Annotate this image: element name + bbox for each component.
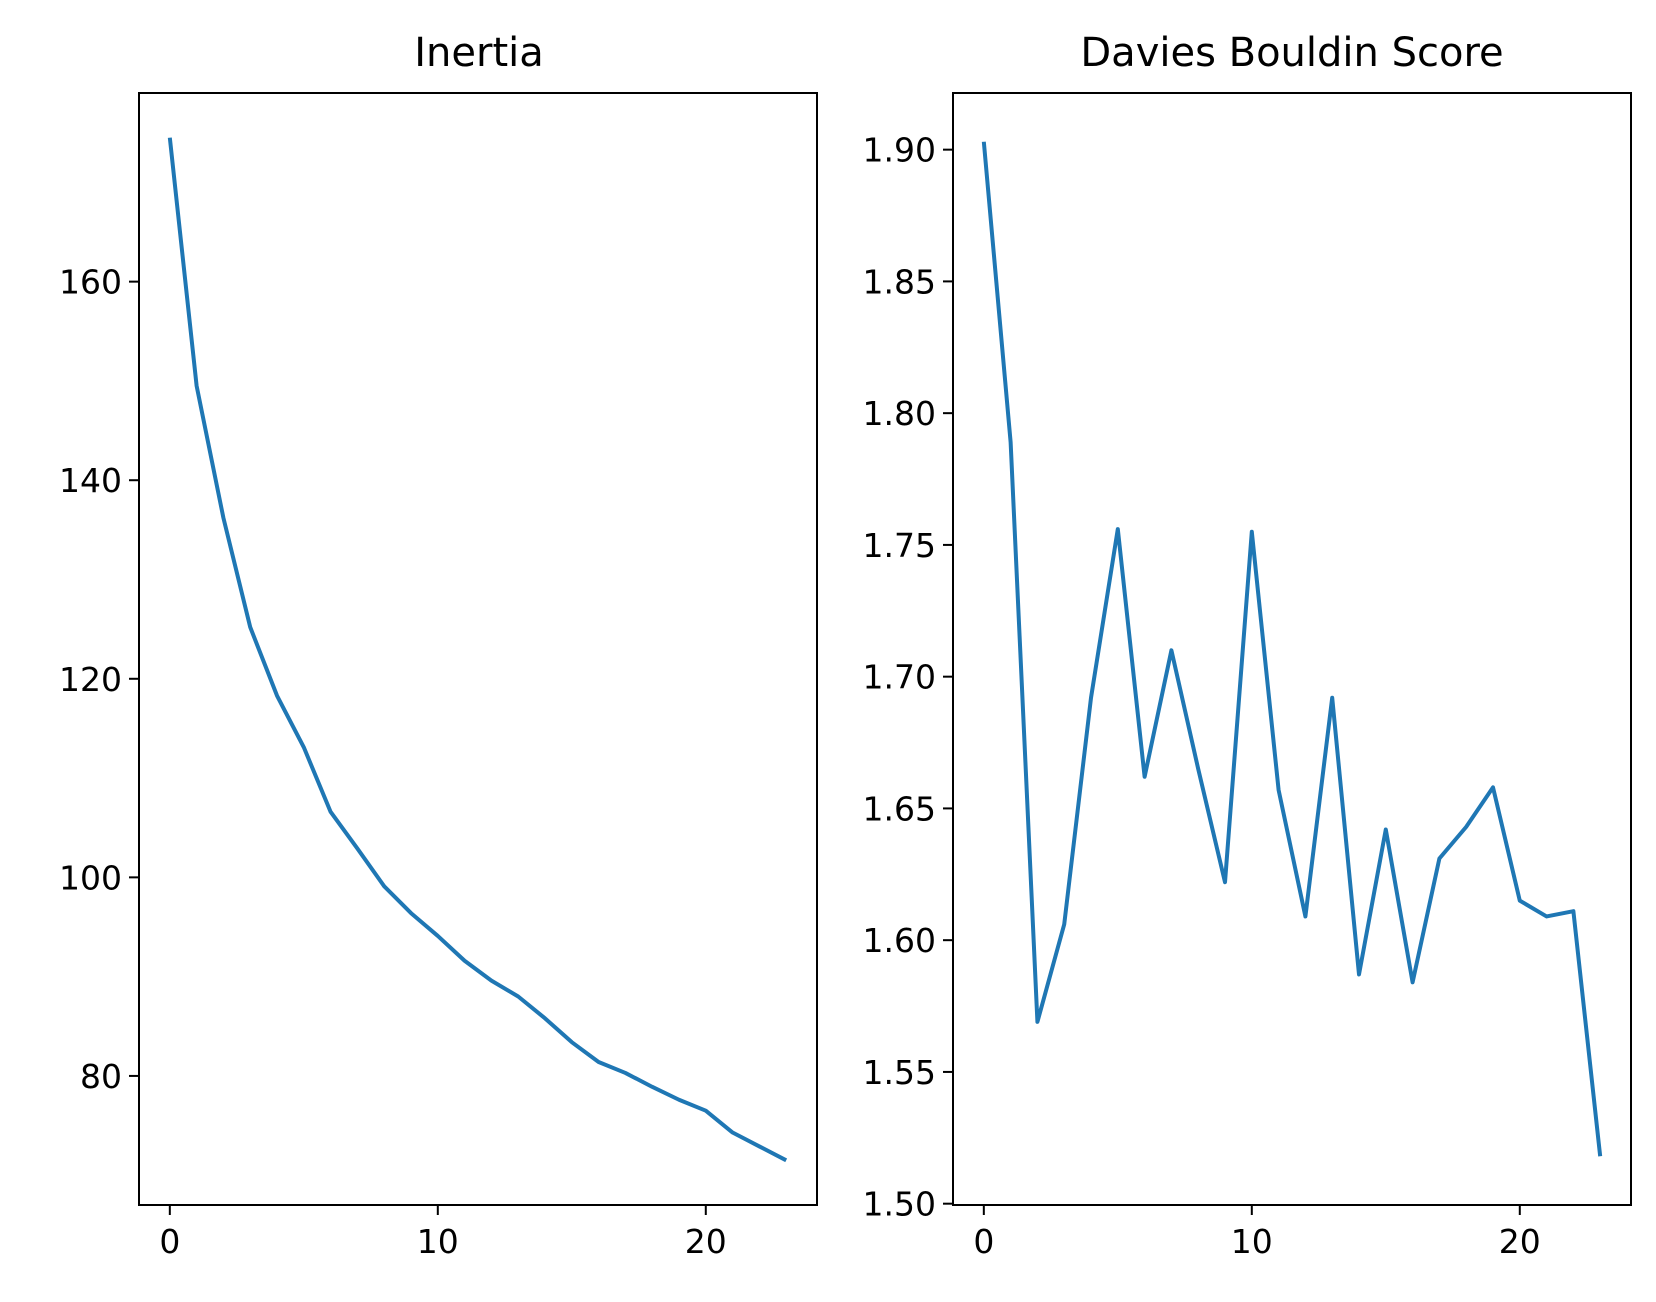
inertia-x-tick-label: 20: [685, 1222, 727, 1261]
davies-bouldin-y-tick-label: 1.75: [863, 526, 936, 565]
inertia-series-line: [167, 137, 788, 1163]
inertia-axes-frame: [138, 92, 818, 1206]
davies-bouldin-series-line: [981, 141, 1603, 1157]
inertia-y-tick-label: 100: [59, 858, 122, 897]
davies-bouldin-y-tick-label: 1.85: [863, 262, 936, 301]
inertia-chart-title: Inertia: [414, 30, 544, 76]
davies-bouldin-chart-title: Davies Bouldin Score: [1080, 30, 1503, 76]
davies-bouldin-panel: Davies Bouldin Score 0 10 20 1.50 1.55 1.60 1.…: [863, 30, 1632, 1261]
davies-bouldin-y-tick-label: 1.70: [863, 658, 936, 697]
davies-bouldin-y-tick-label: 1.90: [863, 131, 936, 170]
davies-bouldin-y-tick-label: 1.60: [863, 921, 936, 960]
inertia-x-tick-label: 10: [417, 1222, 459, 1261]
davies-bouldin-y-tick-label: 1.55: [863, 1053, 936, 1092]
inertia-y-tick-label: 140: [59, 461, 122, 500]
inertia-y-tick-label: 80: [80, 1057, 122, 1096]
davies-bouldin-x-tick-label: 20: [1499, 1222, 1541, 1261]
inertia-x-tick-label: 0: [159, 1222, 180, 1261]
inertia-panel: Inertia 0 10 20 80 100 120 140 160: [59, 30, 818, 1261]
davies-bouldin-y-tick-label: 1.65: [863, 789, 936, 828]
davies-bouldin-x-tick-label: 0: [973, 1222, 994, 1261]
davies-bouldin-x-tick-label: 10: [1231, 1222, 1273, 1261]
davies-bouldin-y-tick-label: 1.80: [863, 394, 936, 433]
inertia-y-tick-label: 160: [59, 263, 122, 302]
davies-bouldin-axes-frame: [952, 92, 1632, 1206]
inertia-y-tick-label: 120: [59, 660, 122, 699]
davies-bouldin-y-tick-label: 1.50: [863, 1185, 936, 1224]
